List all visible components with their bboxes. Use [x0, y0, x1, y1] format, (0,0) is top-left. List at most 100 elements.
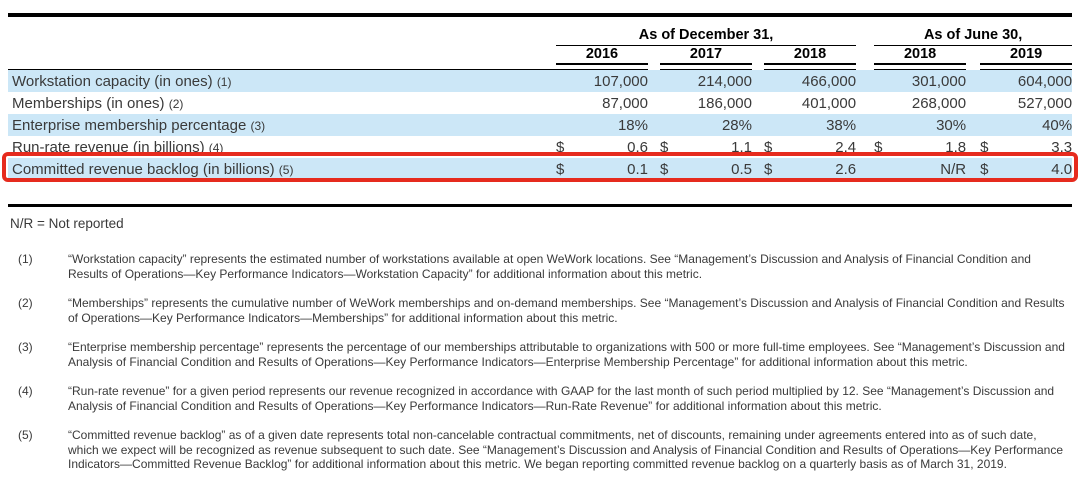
cell-currency	[874, 114, 897, 136]
footnote-3: (3) “Enterprise membership percentage” r…	[18, 340, 1070, 369]
footnote-text: “Run-rate revenue” for a given period re…	[68, 384, 1055, 413]
footnote-ref: (1)	[216, 74, 232, 89]
cell-gap	[752, 158, 764, 180]
cell-gap	[648, 114, 660, 136]
cell-gap	[966, 114, 981, 136]
cell-gap	[856, 136, 874, 158]
footnote-number: (2)	[18, 296, 33, 310]
header-separator-row	[8, 65, 1073, 70]
cell-gap	[856, 92, 874, 114]
cell-currency	[874, 92, 896, 114]
header-gap	[856, 17, 874, 46]
cell-currency	[764, 70, 786, 92]
cell-value: 0.1	[578, 158, 648, 180]
row-label: Run-rate revenue (in billions) (4)	[8, 136, 556, 158]
footnote-number: (5)	[18, 428, 33, 442]
cell-value: 87,000	[602, 94, 648, 112]
cell-currency	[556, 92, 578, 114]
cell-currency: $	[556, 158, 578, 180]
cell-gap	[752, 70, 764, 92]
row-label: Memberships (in ones) (2)	[8, 92, 556, 114]
cell-currency	[660, 114, 682, 136]
cell-value: 2.4	[835, 138, 857, 156]
year-header-row: 2016 2017 2018 2018 2019	[8, 46, 1073, 65]
footnote-text: “Enterprise membership percentage” repre…	[68, 340, 1065, 369]
header-gap	[752, 46, 764, 65]
cell-currency	[980, 92, 1002, 114]
table-row-enterprise-percentage: Enterprise membership percentage (3) 18%…	[8, 114, 1073, 136]
cell-currency	[556, 70, 578, 92]
footnote-ref: (2)	[168, 96, 184, 111]
row-label-text: Workstation capacity (in ones)	[12, 72, 213, 90]
cell-gap	[856, 158, 875, 180]
cell-value: 0.6	[627, 138, 648, 156]
footnote-ref: (3)	[250, 118, 266, 133]
year-header-2016: 2016	[556, 46, 648, 65]
separator-line	[660, 65, 752, 70]
cell-currency	[874, 158, 897, 180]
footnote-text: “Workstation capacity” represents the es…	[68, 252, 1031, 281]
cell-value: 30%	[896, 114, 967, 136]
cell-value: 268,000	[911, 94, 967, 112]
cell-currency	[556, 114, 578, 136]
kpi-table-wrap: As of December 31, As of June 30, 2016 2…	[2, 13, 1078, 182]
cell-currency	[980, 70, 1003, 92]
year-header-2017: 2017	[660, 46, 752, 65]
cell-value: 186,000	[697, 94, 752, 112]
cell-value: 0.5	[682, 158, 752, 180]
cell-currency: $	[556, 138, 565, 156]
cell-currency: $	[764, 158, 786, 180]
row-label-text: Enterprise membership percentage	[12, 116, 247, 134]
cell-value: 3.3	[1051, 138, 1073, 156]
cell-value: 1.8	[945, 138, 967, 156]
separator-line	[764, 65, 857, 70]
cell-value: 4.0	[1002, 158, 1073, 180]
header-spacer	[8, 46, 556, 65]
cell-gap	[966, 92, 980, 114]
group-header-december: As of December 31,	[556, 17, 857, 46]
row-label: Workstation capacity (in ones) (1)	[8, 70, 556, 92]
cell-gap	[752, 92, 764, 114]
cell-value: 401,000	[801, 94, 857, 112]
cell-gap	[966, 70, 981, 92]
footnote-text: “Committed revenue backlog” as of a give…	[68, 428, 1063, 471]
cell-currency	[874, 70, 897, 92]
cell-currency	[980, 114, 1003, 136]
table-row-committed-revenue-backlog: Committed revenue backlog (in billions) …	[8, 158, 1073, 180]
year-header-june-2019: 2019	[980, 46, 1073, 65]
cell-gap	[752, 114, 764, 136]
footnote-4: (4) “Run-rate revenue” for a given perio…	[18, 384, 1070, 413]
kpi-table: As of December 31, As of June 30, 2016 2…	[8, 13, 1073, 180]
header-gap	[648, 46, 660, 65]
footnote-text: “Memberships” represents the cumulative …	[68, 296, 1065, 325]
row-label-text: Run-rate revenue (in billions)	[12, 138, 205, 156]
footnote-1: (1) “Workstation capacity” represents th…	[18, 252, 1070, 281]
cell-value: 527,000	[1017, 94, 1073, 112]
footnote-number: (3)	[18, 340, 33, 354]
group-header-june: As of June 30,	[874, 17, 1073, 46]
cell-value: 18%	[578, 114, 648, 136]
cell-gap	[648, 158, 660, 180]
table-row-workstation-capacity: Workstation capacity (in ones) (1) 107,0…	[8, 70, 1073, 92]
cell-currency: $	[660, 138, 669, 156]
table-row-run-rate-revenue: Run-rate revenue (in billions) (4) $ 0.6…	[8, 136, 1072, 158]
cell-value: 214,000	[682, 70, 752, 92]
cell-currency: $	[980, 138, 989, 156]
cell-value: 40%	[1002, 114, 1073, 136]
year-header-2018: 2018	[764, 46, 857, 65]
group-header-row: As of December 31, As of June 30,	[8, 17, 1073, 46]
cell-value: N/R	[896, 158, 967, 180]
cell-currency: $	[874, 138, 883, 156]
cell-currency	[660, 70, 682, 92]
cell-currency	[660, 92, 682, 114]
cell-value: 2.6	[786, 158, 857, 180]
cell-value: 466,000	[786, 70, 857, 92]
cell-value: 1.1	[731, 138, 752, 156]
separator-line	[980, 65, 1073, 70]
cell-currency: $	[764, 138, 773, 156]
footnote-5: (5) “Committed revenue backlog” as of a …	[18, 428, 1070, 472]
footnotes-section: (1) “Workstation capacity” represents th…	[18, 252, 1070, 472]
cell-gap	[752, 136, 764, 158]
cell-currency: $	[980, 158, 1003, 180]
